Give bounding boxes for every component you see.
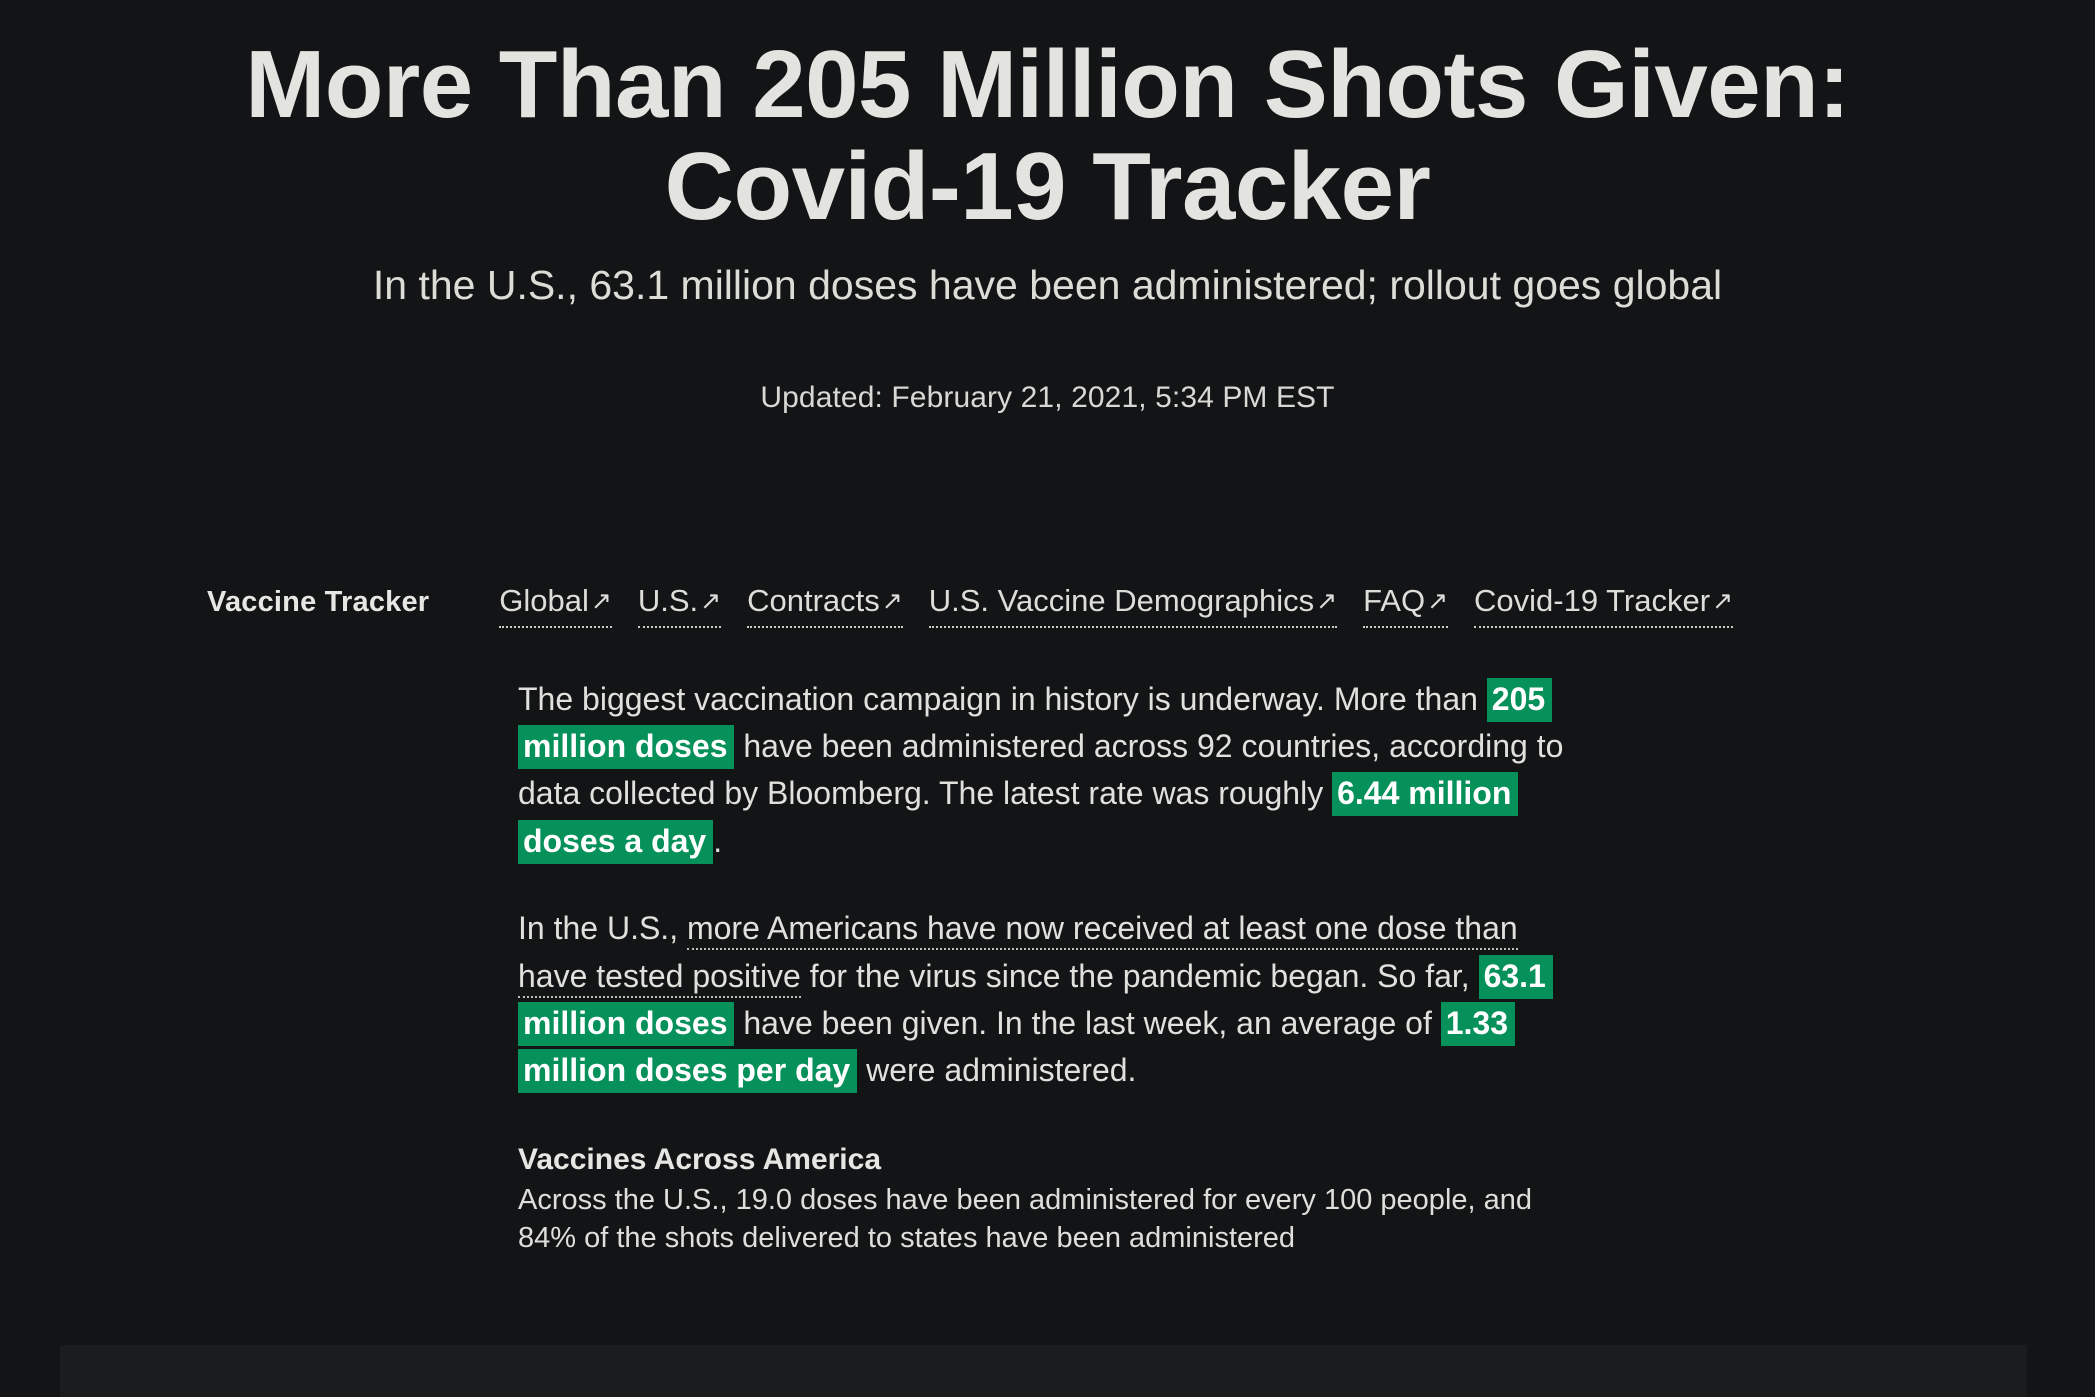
paragraph-text-segment: In the U.S., xyxy=(518,910,687,947)
section-heading: Vaccines Across America xyxy=(518,1142,882,1176)
nav-link-covid-19-tracker[interactable]: Covid-19 Tracker↗ xyxy=(1474,583,1733,628)
section-description: Across the U.S., 19.0 doses have been ad… xyxy=(518,1183,1533,1255)
external-link-icon: ↗ xyxy=(1316,586,1338,615)
vaccines-across-america-section: Vaccines Across America Across the U.S.,… xyxy=(518,1140,1578,1258)
bottom-content-panel xyxy=(60,1345,2027,1397)
vaccine-tracker-nav: Vaccine Tracker Global↗ U.S.↗ Contracts↗… xyxy=(0,583,2095,628)
nav-link-label: U.S. Vaccine Demographics xyxy=(928,582,1315,618)
nav-link-faq[interactable]: FAQ↗ xyxy=(1363,583,1448,628)
external-link-icon: ↗ xyxy=(590,586,612,615)
paragraph-text-segment: . xyxy=(713,822,723,859)
nav-link-label: Contracts xyxy=(747,582,880,618)
nav-link-label: Covid-19 Tracker xyxy=(1474,582,1711,618)
nav-link-label: Global xyxy=(499,582,589,618)
updated-timestamp: Updated: February 21, 2021, 5:34 PM EST xyxy=(760,380,1335,414)
nav-section-label: Vaccine Tracker xyxy=(207,585,430,618)
paragraph-text-segment: The biggest vaccination campaign in hist… xyxy=(518,680,1487,717)
paragraph-text-segment: for the virus since the pandemic began. … xyxy=(800,957,1479,994)
article-body: The biggest vaccination campaign in hist… xyxy=(0,676,1578,1258)
page-title: More Than 205 Million Shots Given: Covid… xyxy=(245,31,1850,240)
nav-link-list: Global↗ U.S.↗ Contracts↗ U.S. Vaccine De… xyxy=(499,583,1733,628)
nav-link-label: FAQ xyxy=(1363,582,1426,618)
nav-link-us[interactable]: U.S.↗ xyxy=(637,582,722,628)
external-link-icon: ↗ xyxy=(700,586,722,615)
page-subtitle: In the U.S., 63.1 million doses have bee… xyxy=(372,261,1723,308)
external-link-icon: ↗ xyxy=(1427,586,1449,615)
paragraph-us-summary: In the U.S., more Americans have now rec… xyxy=(518,905,1578,1094)
external-link-icon: ↗ xyxy=(881,586,903,615)
page-header: More Than 205 Million Shots Given: Covid… xyxy=(0,0,2095,415)
paragraph-text-segment: have been given. In the last week, an av… xyxy=(734,1004,1441,1041)
nav-link-us-vaccine-demographics[interactable]: U.S. Vaccine Demographics↗ xyxy=(928,582,1338,628)
external-link-icon: ↗ xyxy=(1712,586,1734,615)
paragraph-text-segment: were administered. xyxy=(857,1052,1137,1089)
paragraph-text-segment: have been administered across 92 countri… xyxy=(518,728,1564,812)
nav-link-global[interactable]: Global↗ xyxy=(499,583,612,628)
nav-link-label: U.S. xyxy=(637,582,699,618)
nav-link-contracts[interactable]: Contracts↗ xyxy=(747,583,903,628)
inline-link-more-americans-one-dose[interactable]: more Americans have now received at leas… xyxy=(518,910,1518,998)
paragraph-global-summary: The biggest vaccination campaign in hist… xyxy=(518,676,1578,865)
